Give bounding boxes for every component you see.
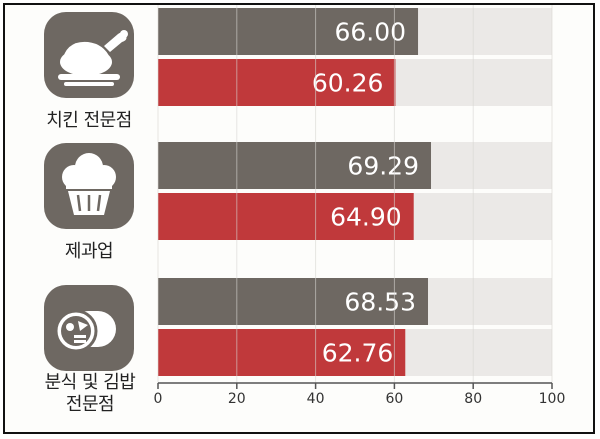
bar-red-1 [158,193,414,240]
category-label-bakery: 제과업 [64,241,114,262]
x-tick-label: 20 [228,391,246,407]
gimbap-icon [44,285,134,371]
chicken-icon [44,12,134,98]
bar-chart: 66.00 60.26 69.29 64.90 68.53 62.76 0 20 40 60 80 1… [154,5,566,407]
x-tick-label: 100 [539,391,566,407]
data-label: 62.76 [322,339,394,368]
x-tick-label: 0 [154,391,163,407]
bar-red-2 [158,329,406,376]
category-label-snack: 분식 및 김밥 전문점 [44,372,136,415]
category-label-chicken: 치킨 전문점 [46,110,132,131]
data-label: 60.26 [312,69,384,98]
data-label: 69.29 [347,152,419,181]
bar-gray-2 [158,278,429,325]
bar-gray-0 [158,8,419,55]
data-label: 66.00 [334,18,406,47]
x-tick-label: 40 [307,391,325,407]
x-tick-label: 80 [464,391,482,407]
data-label: 64.90 [330,203,402,232]
muffin-icon [44,143,134,229]
x-tick-label: 60 [385,391,403,407]
chart-frame: 66.00 60.26 69.29 64.90 68.53 62.76 0 20 40 60 80 1… [3,3,595,434]
bar-gray-1 [158,142,432,189]
bar-red-0 [158,59,396,106]
data-label: 68.53 [344,288,416,317]
